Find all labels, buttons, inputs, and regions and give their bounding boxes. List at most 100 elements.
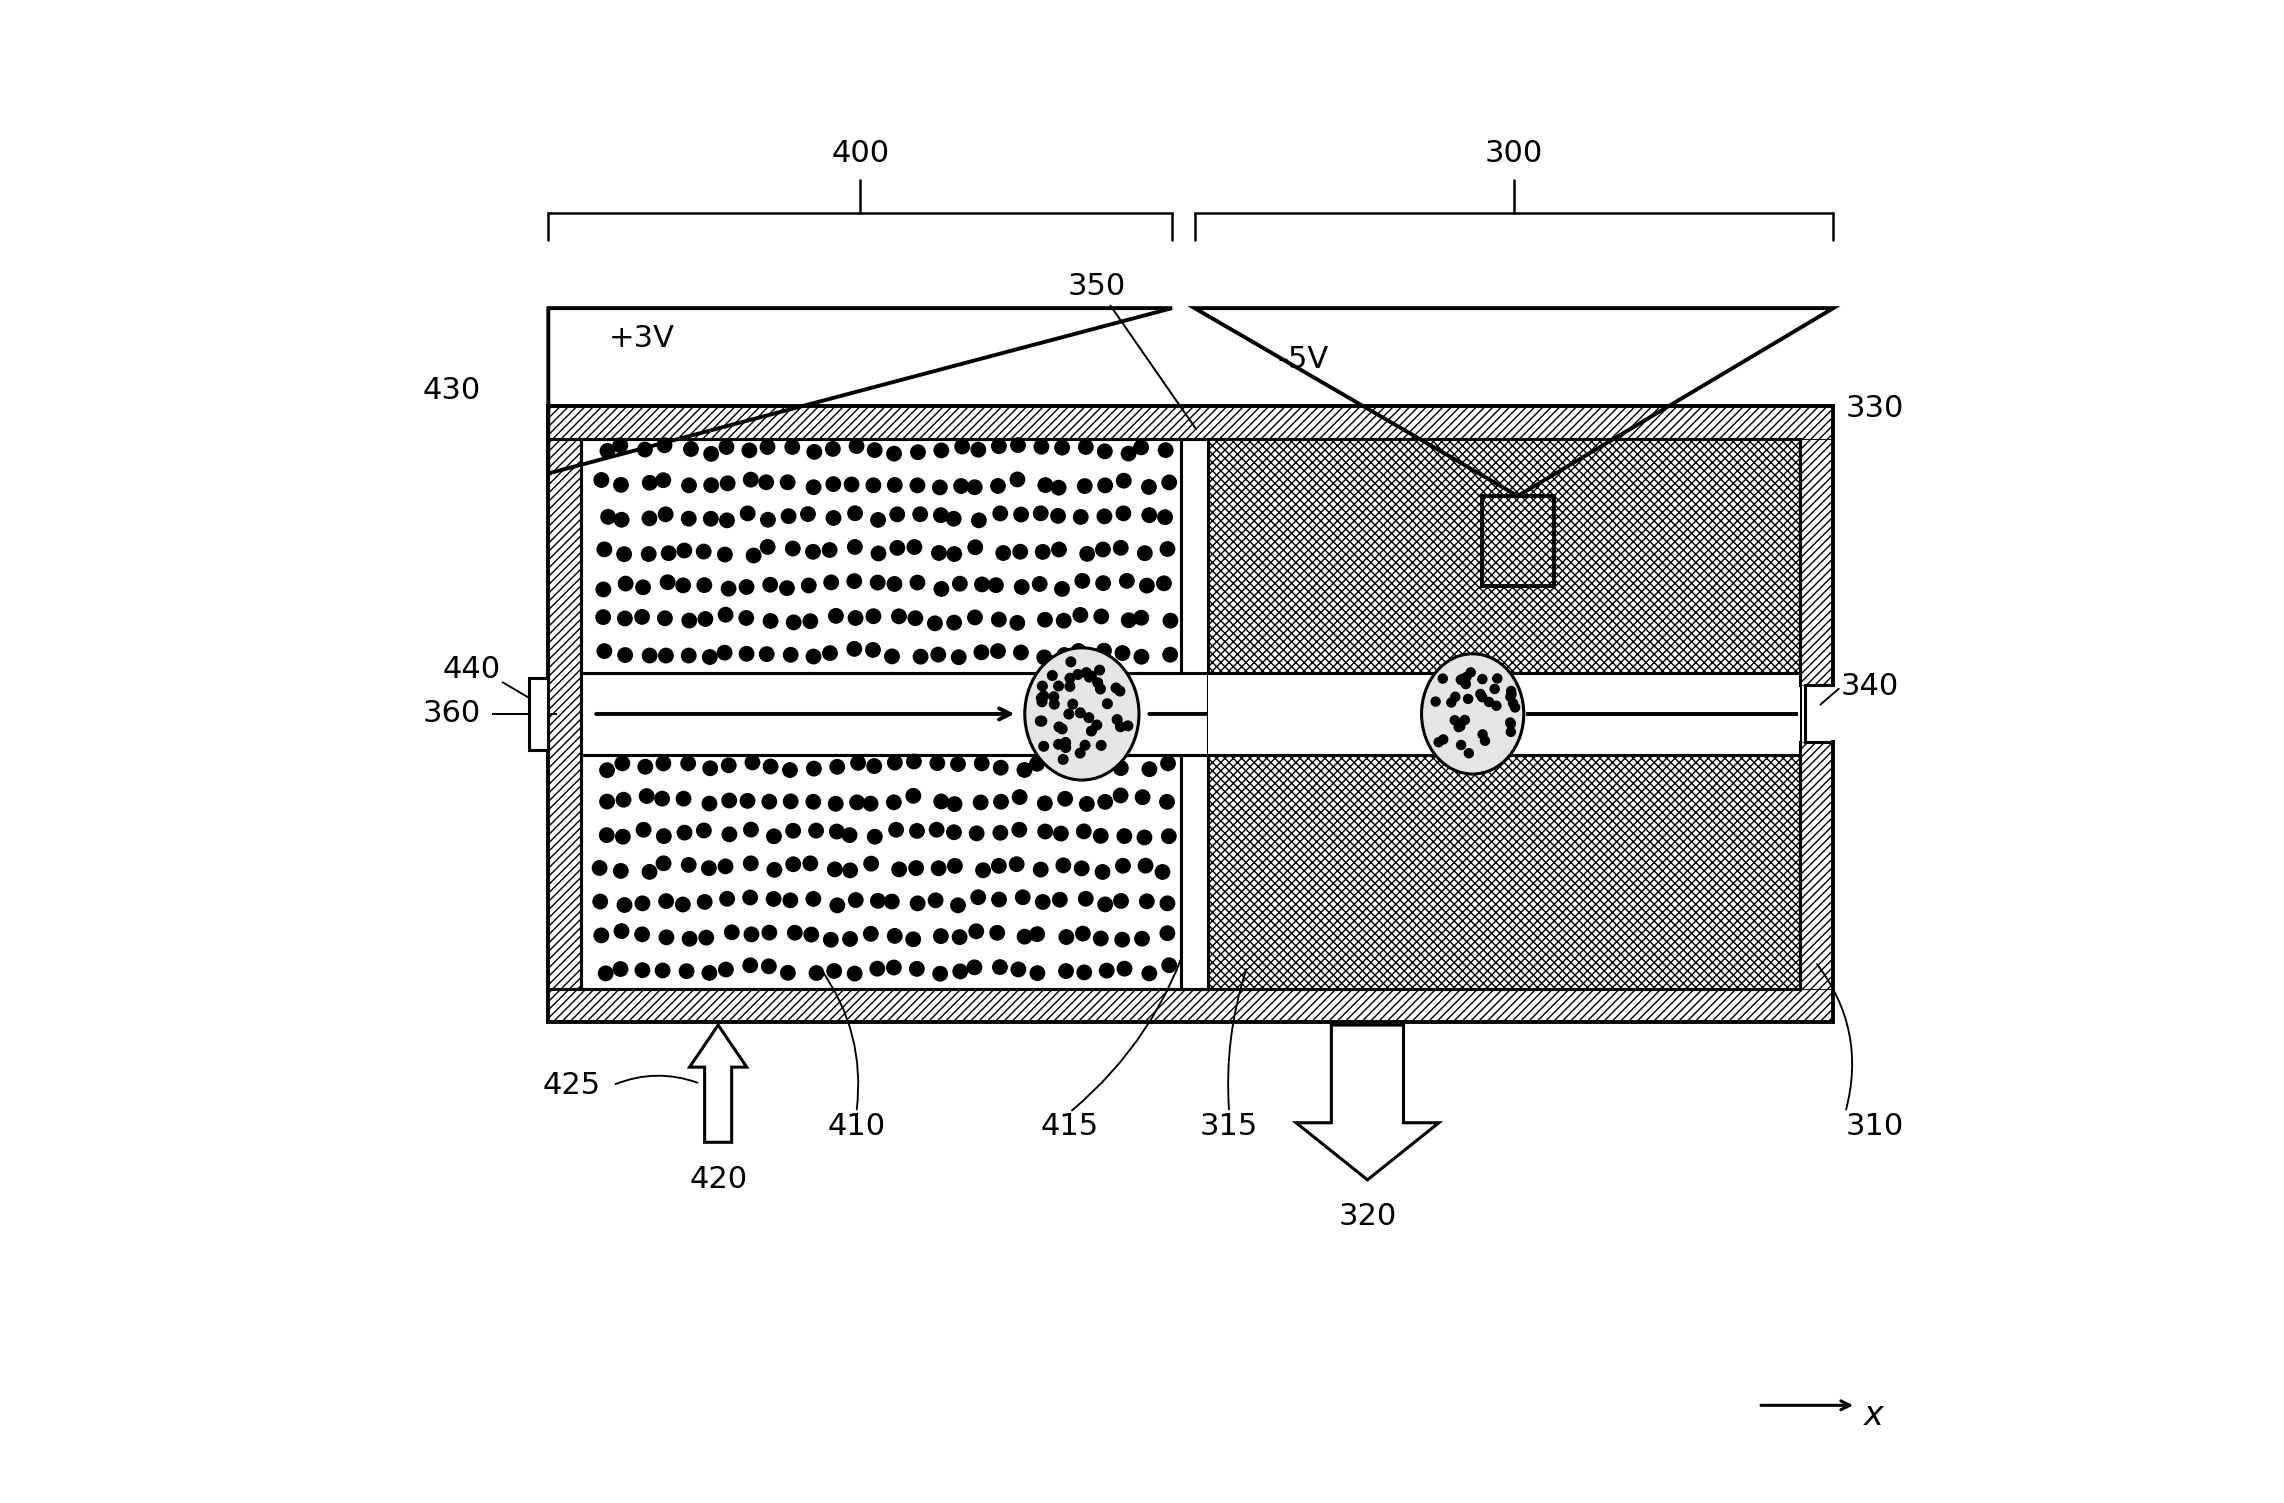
Circle shape — [1080, 547, 1094, 561]
Circle shape — [822, 646, 838, 660]
Circle shape — [868, 443, 882, 457]
Circle shape — [701, 861, 717, 875]
Circle shape — [968, 479, 982, 494]
Ellipse shape — [1026, 648, 1140, 780]
Circle shape — [1092, 720, 1101, 730]
Circle shape — [843, 932, 856, 947]
Circle shape — [893, 863, 907, 876]
Text: 440: 440 — [443, 655, 500, 684]
Circle shape — [1462, 672, 1471, 681]
Circle shape — [1030, 927, 1044, 941]
Circle shape — [763, 926, 777, 939]
Circle shape — [1117, 473, 1131, 488]
Circle shape — [1016, 890, 1030, 905]
Circle shape — [1507, 690, 1517, 699]
Circle shape — [1163, 648, 1176, 661]
Circle shape — [806, 795, 820, 809]
Circle shape — [1060, 742, 1071, 753]
Circle shape — [1450, 693, 1459, 702]
Circle shape — [806, 762, 822, 776]
Circle shape — [829, 797, 843, 812]
Circle shape — [991, 479, 1005, 493]
Circle shape — [1096, 576, 1110, 591]
Circle shape — [1037, 693, 1046, 703]
Circle shape — [1048, 691, 1060, 702]
Circle shape — [934, 508, 948, 523]
Circle shape — [745, 472, 758, 487]
Circle shape — [722, 582, 735, 595]
Circle shape — [1142, 479, 1156, 494]
Circle shape — [617, 547, 630, 562]
Circle shape — [614, 864, 628, 878]
Circle shape — [612, 437, 628, 452]
Circle shape — [1163, 475, 1176, 490]
Circle shape — [934, 794, 948, 809]
Circle shape — [827, 963, 841, 978]
Circle shape — [781, 475, 795, 490]
Circle shape — [1037, 697, 1046, 706]
Circle shape — [1117, 858, 1131, 873]
Text: 350: 350 — [1069, 272, 1197, 428]
Circle shape — [683, 613, 697, 628]
Circle shape — [1035, 717, 1046, 726]
Circle shape — [952, 930, 966, 944]
Circle shape — [1432, 697, 1441, 706]
Circle shape — [786, 615, 802, 630]
Circle shape — [806, 649, 820, 664]
Circle shape — [1505, 718, 1514, 727]
Circle shape — [991, 893, 1007, 906]
Bar — [1181, 439, 1208, 673]
Bar — [582, 756, 1181, 989]
Circle shape — [886, 446, 902, 461]
Circle shape — [1064, 709, 1073, 718]
Circle shape — [747, 549, 761, 562]
Circle shape — [911, 445, 925, 460]
Circle shape — [888, 822, 904, 837]
Circle shape — [656, 828, 671, 843]
Circle shape — [1103, 699, 1112, 708]
Circle shape — [601, 443, 614, 458]
Circle shape — [614, 962, 628, 977]
Circle shape — [1466, 667, 1475, 676]
Circle shape — [850, 893, 863, 908]
Circle shape — [683, 478, 697, 493]
Circle shape — [971, 442, 984, 457]
Circle shape — [635, 896, 649, 911]
Circle shape — [948, 615, 962, 630]
Circle shape — [827, 863, 843, 876]
Circle shape — [683, 442, 699, 457]
Circle shape — [596, 582, 610, 597]
Circle shape — [991, 439, 1007, 454]
Circle shape — [829, 824, 845, 839]
Circle shape — [761, 440, 774, 454]
Circle shape — [930, 756, 946, 771]
Circle shape — [1087, 672, 1096, 681]
Circle shape — [786, 824, 799, 839]
Circle shape — [678, 825, 692, 840]
Circle shape — [1055, 759, 1069, 774]
Circle shape — [619, 648, 633, 663]
Circle shape — [1053, 739, 1064, 748]
Text: 430: 430 — [423, 376, 480, 406]
Circle shape — [932, 546, 946, 561]
Circle shape — [994, 825, 1007, 840]
Circle shape — [1156, 576, 1172, 591]
Circle shape — [1060, 738, 1071, 747]
Circle shape — [701, 966, 717, 980]
Circle shape — [717, 645, 731, 660]
Circle shape — [1069, 699, 1078, 709]
Circle shape — [948, 797, 962, 812]
Bar — [1800, 439, 1834, 685]
Circle shape — [1016, 762, 1032, 777]
Bar — [1800, 742, 1834, 989]
Circle shape — [1037, 824, 1053, 839]
Circle shape — [1012, 822, 1026, 837]
Circle shape — [745, 755, 761, 770]
Circle shape — [1160, 896, 1174, 911]
Circle shape — [1094, 932, 1108, 945]
Circle shape — [697, 824, 710, 837]
Circle shape — [971, 513, 987, 528]
Circle shape — [697, 894, 713, 909]
Circle shape — [786, 857, 799, 872]
Circle shape — [1124, 721, 1133, 730]
